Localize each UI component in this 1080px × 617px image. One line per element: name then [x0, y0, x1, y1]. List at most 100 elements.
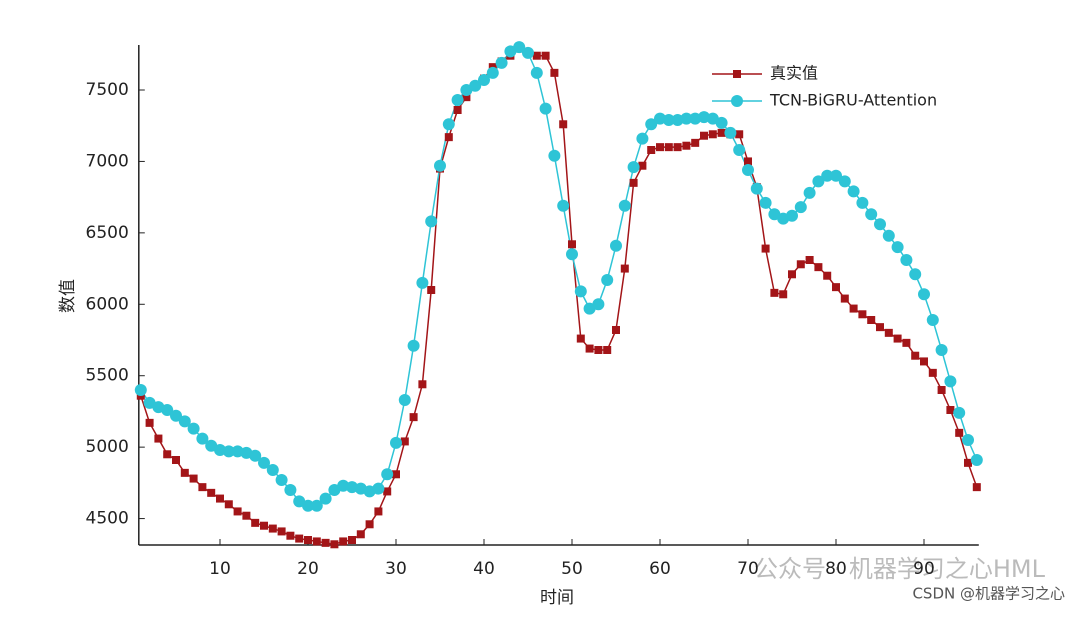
data-point: [823, 271, 832, 280]
data-point: [418, 380, 427, 389]
x-tick-label: 40: [473, 559, 495, 579]
data-point: [222, 445, 235, 458]
data-point: [170, 409, 182, 422]
data-point: [724, 126, 737, 139]
data-point: [189, 474, 198, 483]
data-point: [330, 540, 339, 549]
data-point: [645, 118, 658, 131]
data-point: [882, 229, 895, 242]
data-point: [682, 141, 691, 150]
data-point: [390, 436, 402, 449]
data-point: [196, 432, 209, 445]
data-point: [304, 536, 312, 544]
data-point: [365, 520, 374, 529]
data-point: [409, 413, 418, 422]
data-point: [750, 182, 763, 195]
data-point: [638, 161, 647, 170]
data-point: [742, 164, 754, 176]
data-point: [574, 285, 587, 298]
data-point: [935, 344, 948, 356]
data-point: [198, 483, 207, 492]
data-point: [207, 488, 216, 497]
data-point: [180, 468, 189, 477]
legend-label: 真实值: [770, 64, 818, 83]
data-point: [891, 241, 904, 254]
data-point: [407, 339, 420, 352]
data-point: [964, 458, 972, 467]
data-point: [928, 368, 937, 377]
data-point: [356, 530, 365, 539]
data-point: [918, 288, 930, 301]
data-point: [585, 344, 594, 353]
data-point: [717, 128, 726, 137]
data-point: [867, 316, 876, 324]
data-point: [636, 132, 649, 145]
data-point: [926, 314, 939, 326]
data-point: [233, 507, 242, 516]
data-point: [266, 464, 279, 476]
data-point: [541, 51, 550, 60]
x-axis-label: 时间: [540, 588, 574, 608]
data-point: [874, 218, 886, 231]
data-point: [398, 394, 411, 406]
data-point: [559, 120, 568, 129]
x-tick-label: 60: [649, 559, 671, 579]
data-point: [594, 346, 603, 354]
data-point: [627, 161, 640, 174]
data-point: [532, 51, 541, 60]
data-point: [427, 286, 436, 294]
y-tick-label: 4500: [86, 509, 129, 529]
y-tick-label: 6500: [86, 223, 129, 243]
legend-label: TCN-BiGRU-Attention: [769, 91, 937, 110]
watermark: 公众号 · 机器学习之心HML: [754, 555, 1046, 583]
data-point: [154, 434, 163, 443]
x-tick-label: 50: [561, 559, 583, 579]
data-point: [260, 521, 268, 530]
data-point: [876, 323, 884, 332]
data-point: [187, 422, 200, 435]
data-point: [937, 386, 946, 394]
data-point: [383, 487, 392, 496]
y-axis-label: 数值: [58, 279, 78, 313]
data-point: [425, 215, 438, 228]
data-point: [601, 274, 614, 286]
data-point: [374, 507, 383, 516]
data-point: [821, 169, 834, 182]
data-point: [735, 130, 744, 139]
x-tick-label: 30: [385, 559, 407, 579]
data-point: [662, 114, 675, 126]
watermark: CSDN @机器学习之心: [912, 585, 1065, 603]
x-tick-label: 20: [297, 559, 319, 579]
data-point: [249, 449, 262, 462]
data-point: [972, 483, 981, 492]
legend-marker: [733, 70, 741, 78]
x-tick-label: 10: [209, 559, 231, 579]
data-point: [312, 537, 321, 546]
data-point: [700, 131, 708, 140]
data-point: [566, 248, 578, 261]
data-point: [849, 304, 858, 313]
data-point: [258, 456, 270, 469]
data-point: [319, 492, 332, 505]
data-point: [786, 209, 798, 222]
data-point: [671, 114, 684, 126]
data-point: [840, 294, 849, 303]
y-tick-label: 7000: [86, 151, 129, 171]
y-tick-label: 7500: [86, 80, 129, 100]
data-point: [348, 536, 356, 544]
data-point: [620, 264, 629, 273]
data-point: [163, 450, 172, 459]
x-tick-label: 80: [825, 559, 847, 579]
data-point: [161, 404, 174, 416]
data-point: [759, 196, 772, 209]
data-point: [442, 118, 455, 131]
data-point: [522, 46, 534, 59]
data-point: [698, 111, 710, 124]
data-point: [761, 244, 770, 253]
data-point: [847, 185, 860, 198]
data-point: [618, 199, 631, 212]
data-point: [275, 474, 288, 486]
data-point: [708, 130, 717, 139]
data-point: [654, 112, 666, 125]
